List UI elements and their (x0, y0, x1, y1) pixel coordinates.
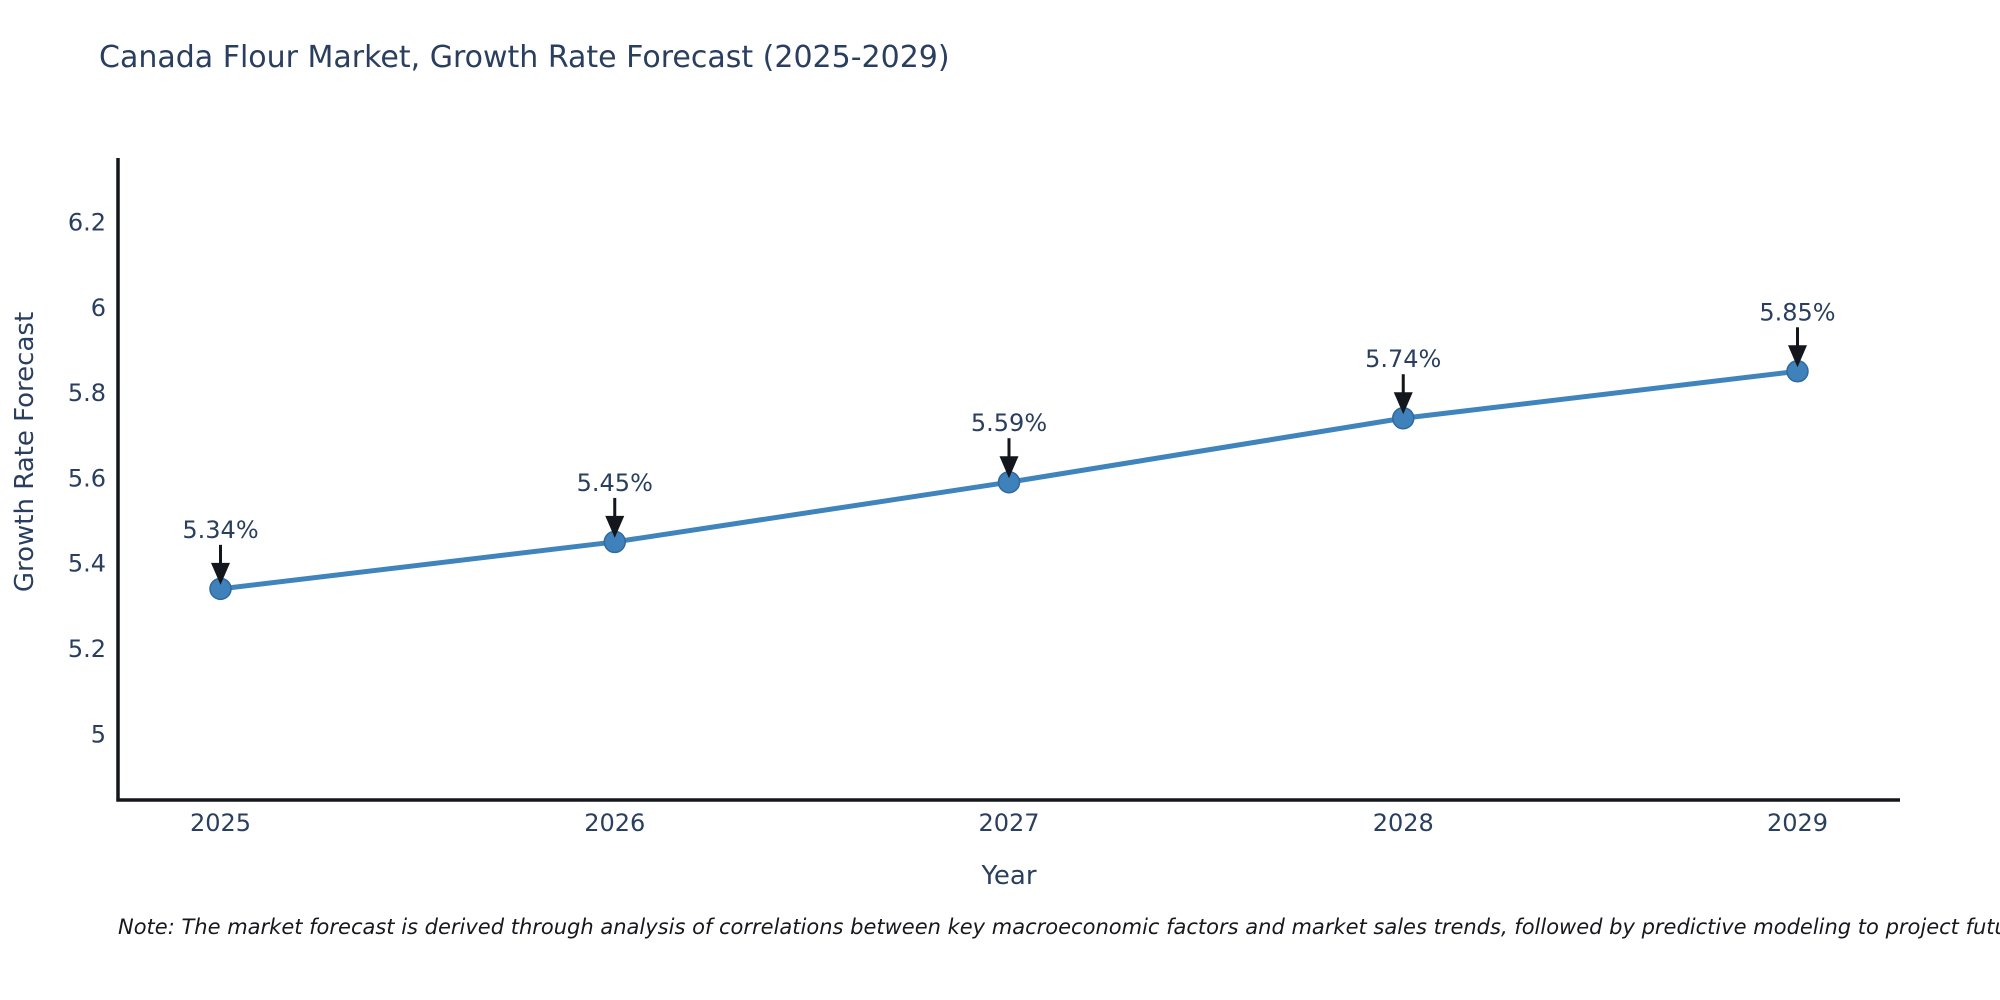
chart-title: Canada Flour Market, Growth Rate Forecas… (99, 40, 950, 75)
y-tick-label-6.2: 6.2 (68, 208, 106, 236)
y-tick-label-5.2: 5.2 (68, 635, 106, 663)
footnote: Note: The market forecast is derived thr… (118, 915, 2000, 939)
y-tick-label-5.4: 5.4 (68, 550, 106, 578)
annotation-2027: 5.59% (971, 409, 1047, 479)
data-point-annotations: 5.34% 5.45% 5.59% 5.74% 5.85% (182, 298, 1836, 585)
annotation-label-2029: 5.85% (1759, 298, 1835, 326)
axis-spines (116, 158, 1900, 802)
annotation-arrowhead-2028 (1393, 392, 1413, 415)
annotation-2029: 5.85% (1759, 298, 1836, 368)
x-axis-title: Year (980, 861, 1036, 891)
y-axis-title: Growth Rate Forecast (10, 312, 40, 592)
annotation-label-2028: 5.74% (1365, 345, 1441, 373)
annotation-2026: 5.45% (577, 469, 653, 538)
annotation-label-2025: 5.34% (182, 516, 258, 544)
y-tick-label-6: 6 (91, 294, 106, 322)
annotation-label-2026: 5.45% (577, 469, 653, 497)
annotation-2028: 5.74% (1365, 345, 1441, 415)
y-tick-label-5: 5 (91, 720, 106, 748)
annotation-arrowhead-2025 (211, 562, 231, 585)
annotation-arrowhead-2029 (1787, 345, 1807, 368)
x-tick-label-2029: 2029 (1767, 809, 1828, 837)
x-tick-label-2025: 2025 (190, 809, 251, 837)
x-tick-label-2027: 2027 (978, 809, 1039, 837)
annotation-arrowhead-2026 (605, 515, 625, 538)
annotation-2025: 5.34% (182, 516, 259, 585)
axis-spine-path (116, 158, 1900, 802)
x-tick-label-2026: 2026 (584, 809, 645, 837)
y-axis-ticks: 5 5.2 5.4 5.6 5.8 6 6.2 (68, 208, 106, 748)
annotation-arrowhead-2027 (999, 456, 1019, 479)
y-tick-label-5.6: 5.6 (68, 464, 106, 492)
y-tick-label-5.8: 5.8 (68, 379, 106, 407)
x-axis-ticks: 2025 2026 2027 2028 2029 (190, 809, 1828, 837)
annotation-label-2027: 5.59% (971, 409, 1047, 437)
x-tick-label-2028: 2028 (1373, 809, 1434, 837)
